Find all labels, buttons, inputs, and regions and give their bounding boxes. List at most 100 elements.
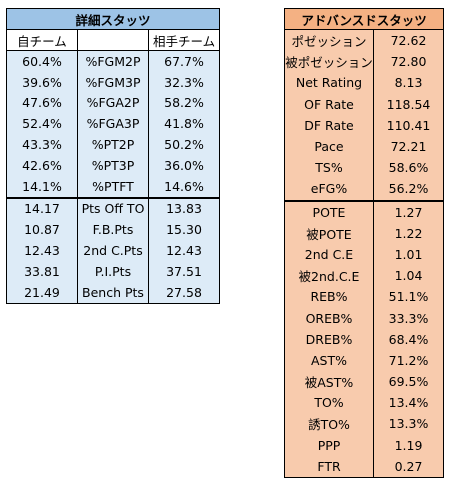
stat-value: 8.13	[372, 72, 445, 94]
table-row: 被AST% 69.5%	[284, 371, 445, 393]
table-row: Net Rating 8.13	[284, 72, 445, 94]
own-value: 21.49	[6, 281, 78, 304]
table-row: 39.6% %FGM3P 32.3%	[6, 71, 221, 93]
detail-stats-table: 詳細スタッツ 自チーム 相手チーム 60.4% %FGM2P 67.7% 39.6%%…	[5, 8, 221, 304]
stat-label: REB%	[284, 286, 374, 308]
table-row: 2nd C.E 1.01	[284, 243, 445, 266]
table-row: 14.1% %PTFT 14.6%	[6, 175, 221, 198]
stat-value: 72.62	[372, 29, 445, 52]
advanced-title: アドバンスドスタッツ	[283, 8, 445, 30]
stat-label: %FGM2P	[77, 50, 149, 72]
own-value: 42.6%	[6, 154, 78, 176]
stat-value: 58.6%	[372, 157, 445, 179]
stat-label: 誘TO%	[284, 413, 374, 435]
own-value: 12.43	[6, 240, 78, 261]
stat-value: 71.2%	[372, 349, 445, 371]
table-row: 33.81 P.I.Pts 37.51	[6, 260, 221, 282]
stat-value: 110.41	[372, 114, 445, 136]
table-row: FTR 0.27	[284, 455, 445, 478]
stat-value: 72.21	[372, 135, 445, 158]
opponent-value: 27.58	[147, 281, 221, 304]
stat-value: 56.2%	[372, 178, 445, 201]
stat-value: 1.04	[372, 265, 445, 287]
table-row: 12.43 2nd C.Pts 12.43	[6, 240, 221, 261]
own-value: 47.6%	[6, 92, 78, 114]
stat-value: 13.3%	[372, 413, 445, 435]
stat-label: %FGA2P	[77, 92, 149, 114]
table-row: ポゼッション 72.62	[284, 29, 445, 52]
opponent-value: 32.3%	[147, 71, 221, 93]
stat-value: 1.27	[372, 199, 445, 223]
own-value: 52.4%	[6, 113, 78, 135]
opponent-value: 37.51	[147, 260, 221, 282]
table-row: DF Rate 110.41	[284, 114, 445, 136]
stat-label: eFG%	[284, 178, 374, 201]
table-row: 被2nd.C.E 1.04	[284, 265, 445, 287]
stat-value: 72.80	[372, 51, 445, 73]
stat-label: FTR	[284, 455, 374, 478]
stat-label: %PT3P	[77, 154, 149, 176]
table-row: AST% 71.2%	[284, 349, 445, 371]
own-value: 33.81	[6, 260, 78, 282]
stat-label: OREB%	[284, 307, 374, 329]
table-row: 47.6% %FGA2P 58.2%	[6, 92, 221, 114]
stat-value: 1.19	[372, 434, 445, 456]
table-row: 43.3% %PT2P 50.2%	[6, 134, 221, 155]
stat-label: DREB%	[284, 328, 374, 350]
stat-value: 68.4%	[372, 328, 445, 350]
detail-header-row: 自チーム 相手チーム	[6, 29, 221, 51]
stat-label: 2nd C.E	[284, 243, 374, 266]
stat-label: %FGM3P	[77, 71, 149, 93]
own-value: 60.4%	[6, 50, 78, 72]
stat-value: 69.5%	[372, 371, 445, 393]
opponent-value: 58.2%	[147, 92, 221, 114]
opponent-value: 13.83	[147, 196, 221, 220]
table-row: 被ポゼッション 72.80	[284, 51, 445, 73]
table-row: 60.4% %FGM2P 67.7%	[6, 50, 221, 72]
stat-value: 118.54	[372, 93, 445, 115]
stat-label: Pace	[284, 135, 374, 158]
stat-label: 被AST%	[284, 371, 374, 393]
table-row: 52.4% %FGA3P 41.8%	[6, 113, 221, 135]
stat-label: 被POTE	[284, 222, 374, 244]
own-value: 14.1%	[6, 175, 78, 198]
detail-title: 詳細スタッツ	[5, 8, 221, 30]
table-row: 14.17 Pts Off TO 13.83	[6, 196, 221, 220]
advanced-title-row: アドバンスドスタッツ	[283, 8, 445, 30]
own-value: 39.6%	[6, 71, 78, 93]
table-row: 42.6% %PT3P 36.0%	[6, 154, 221, 176]
opponent-value: 41.8%	[147, 113, 221, 135]
table-row: TS% 58.6%	[284, 157, 445, 179]
table-row: 誘TO% 13.3%	[284, 413, 445, 435]
advanced-stats-table: アドバンスドスタッツ ポゼッション 72.62 被ポゼッション 72.80 Net Ra…	[283, 8, 445, 478]
own-value: 10.87	[6, 219, 78, 241]
header-stat	[77, 29, 149, 51]
stat-value: 13.4%	[372, 392, 445, 414]
stat-value: 1.22	[372, 222, 445, 244]
stat-label: OF Rate	[284, 93, 374, 115]
table-row: OF Rate 118.54	[284, 93, 445, 115]
stat-label: %PTFT	[77, 175, 149, 198]
table-row: PPP 1.19	[284, 434, 445, 456]
table-row: eFG% 56.2%	[284, 178, 445, 201]
opponent-value: 36.0%	[147, 154, 221, 176]
opponent-value: 12.43	[147, 240, 221, 261]
table-row: 10.87 F.B.Pts 15.30	[6, 219, 221, 241]
opponent-value: 14.6%	[147, 175, 221, 198]
stat-value: 0.27	[372, 455, 445, 478]
stat-value: 1.01	[372, 243, 445, 266]
stat-label: PPP	[284, 434, 374, 456]
stat-label: P.I.Pts	[77, 260, 149, 282]
stat-label: 被2nd.C.E	[284, 265, 374, 287]
stat-label: TO%	[284, 392, 374, 414]
stat-label: TS%	[284, 157, 374, 179]
stat-label: Bench Pts	[77, 281, 149, 304]
stat-label: F.B.Pts	[77, 219, 149, 241]
header-own-team: 自チーム	[6, 29, 78, 51]
stat-label: DF Rate	[284, 114, 374, 136]
table-row: REB% 51.1%	[284, 286, 445, 308]
table-row: TO% 13.4%	[284, 392, 445, 414]
stat-value: 33.3%	[372, 307, 445, 329]
own-value: 43.3%	[6, 134, 78, 155]
stat-label: %PT2P	[77, 134, 149, 155]
